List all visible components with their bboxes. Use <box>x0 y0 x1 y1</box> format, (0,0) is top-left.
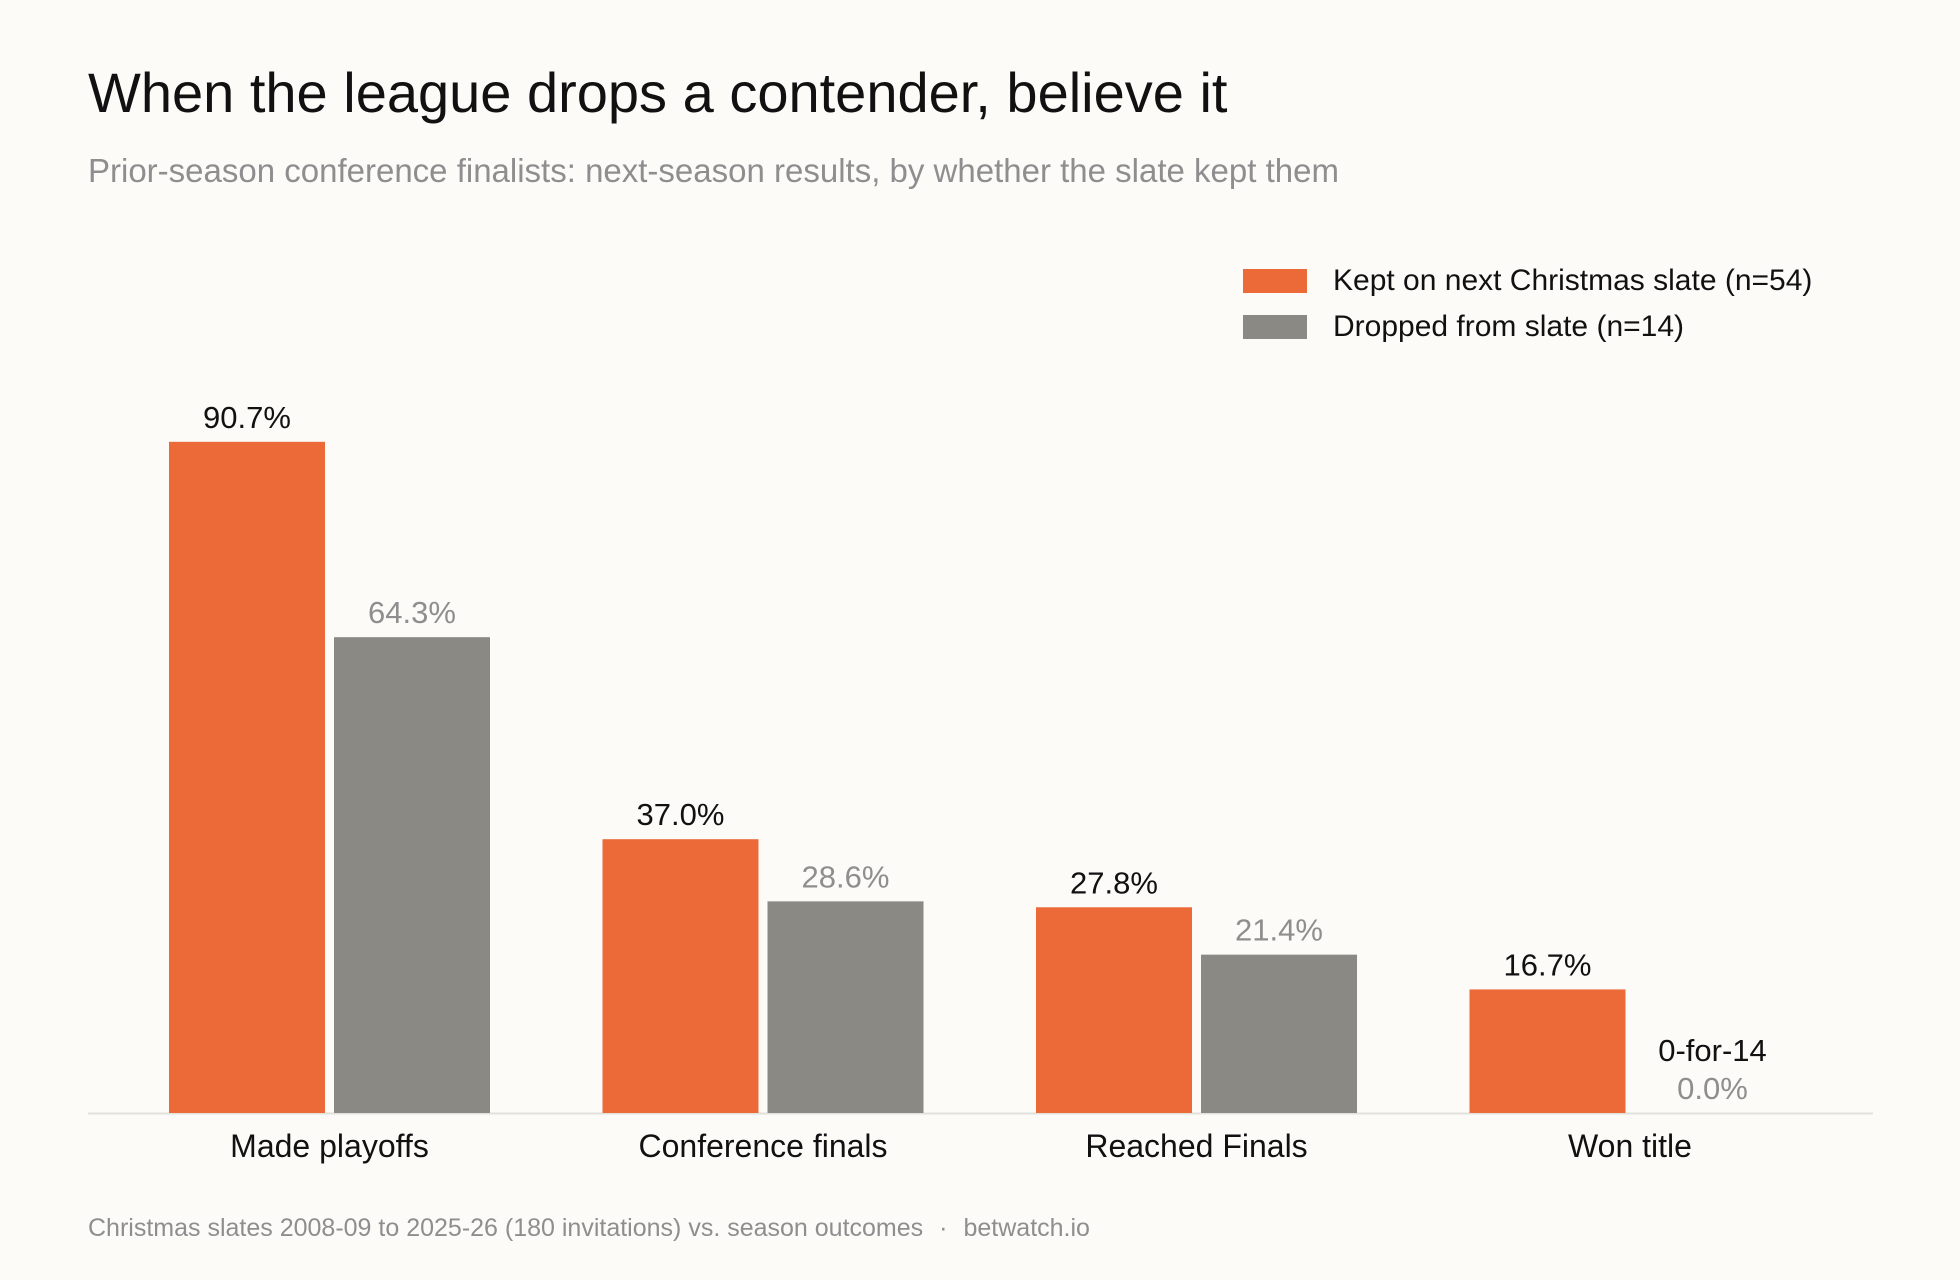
x-tick-label-conference-finals: Conference finals <box>638 1128 887 1164</box>
x-tick-label-made-playoffs: Made playoffs <box>230 1128 429 1164</box>
data-label-made-playoffs-kept: 90.7% <box>203 400 291 435</box>
bar-made-playoffs-kept <box>169 441 325 1113</box>
legend-label-dropped: Dropped from slate (n=14) <box>1333 310 1685 343</box>
data-label-won-title-kept: 16.7% <box>1504 947 1592 982</box>
x-tick-label-won-title: Won title <box>1568 1128 1692 1164</box>
bar-reached-finals-kept <box>1036 907 1192 1113</box>
data-label-made-playoffs-dropped: 64.3% <box>368 595 456 630</box>
chart-title: When the league drops a contender, belie… <box>88 61 1228 124</box>
bar-reached-finals-dropped <box>1201 954 1357 1113</box>
data-label-reached-finals-dropped: 21.4% <box>1235 913 1323 948</box>
legend-swatch-kept <box>1243 269 1307 293</box>
legend-label-kept: Kept on next Christmas slate (n=54) <box>1333 264 1813 297</box>
legend-item-kept: Kept on next Christmas slate (n=54) <box>1243 258 1812 304</box>
chart-subtitle: Prior-season conference finalists: next-… <box>88 152 1339 189</box>
footer-site: betwatch.io <box>963 1214 1090 1242</box>
bar-made-playoffs-dropped <box>334 637 490 1113</box>
legend-swatch-dropped <box>1243 315 1307 339</box>
bar-conference-finals-kept <box>602 839 759 1113</box>
legend: Kept on next Christmas slate (n=54) Drop… <box>1243 258 1812 350</box>
footer-source: Christmas slates 2008-09 to 2025-26 (180… <box>88 1214 924 1242</box>
data-label-won-title-dropped: 0.0% <box>1677 1071 1748 1106</box>
footer: Christmas slates 2008-09 to 2025-26 (180… <box>88 1214 1090 1243</box>
bar-conference-finals-dropped <box>767 901 924 1113</box>
data-label-reached-finals-kept: 27.8% <box>1070 865 1158 900</box>
data-label-conference-finals-kept: 37.0% <box>637 797 725 832</box>
x-tick-label-reached-finals: Reached Finals <box>1085 1128 1307 1164</box>
legend-item-dropped: Dropped from slate (n=14) <box>1243 304 1812 350</box>
footer-separator: · <box>939 1214 948 1242</box>
data-label-conference-finals-dropped: 28.6% <box>802 859 890 894</box>
bar-won-title-kept <box>1469 989 1626 1113</box>
annotation-0-for-14: 0-for-14 <box>1658 1033 1767 1068</box>
